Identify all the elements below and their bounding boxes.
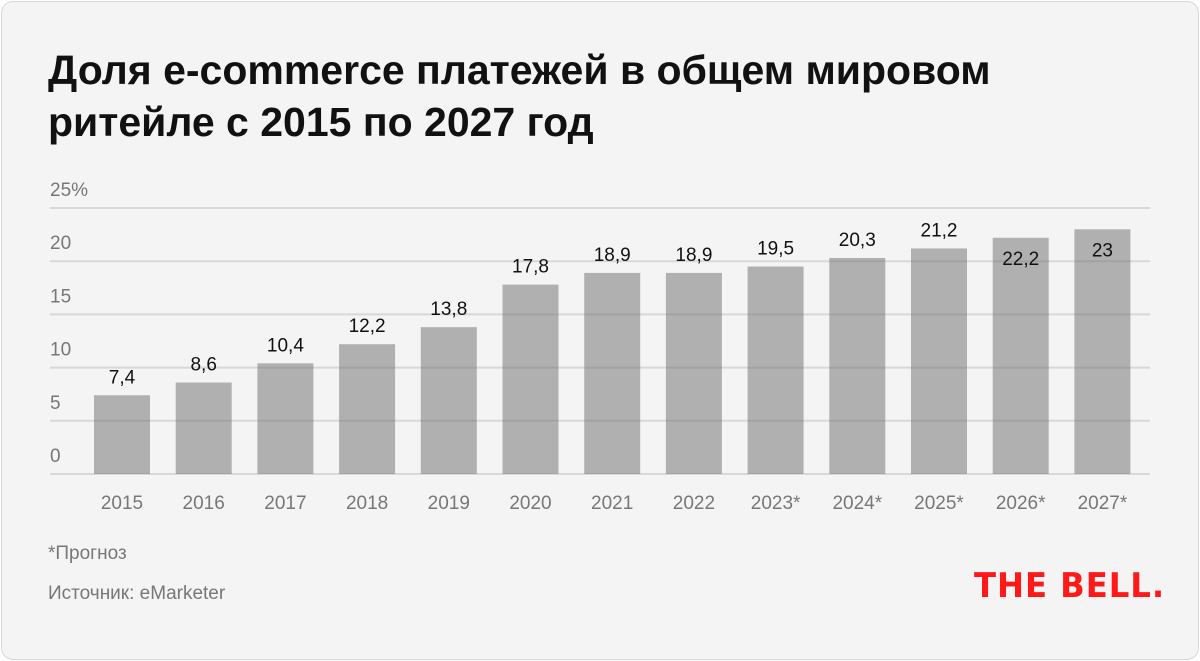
bar-2023*: [747, 266, 804, 474]
data-label: 20,3: [839, 230, 876, 251]
data-label: 18,9: [675, 245, 712, 266]
data-label: 13,8: [430, 299, 467, 320]
bar-2027*: [1074, 229, 1131, 474]
the-bell-logo: THE BELL.: [974, 566, 1166, 606]
x-tick-label: 2024*: [832, 493, 882, 514]
x-tick-label: 2018: [346, 493, 388, 514]
data-label: 22,2: [1002, 249, 1039, 270]
bar-2024*: [829, 258, 886, 474]
y-tick-label: 10: [50, 340, 71, 361]
data-label: 7,4: [109, 367, 136, 388]
data-label: 8,6: [190, 354, 216, 375]
bar-2015: [94, 395, 150, 474]
bar-2016: [175, 382, 232, 474]
data-label: 21,2: [921, 220, 958, 241]
data-label: 10,4: [267, 335, 304, 356]
bar-2019: [420, 327, 477, 474]
bar-2020: [502, 284, 559, 474]
bar-2026*: [992, 237, 1049, 474]
data-label: 18,9: [594, 245, 631, 266]
x-tick-label: 2021: [591, 493, 633, 514]
y-tick-label: 0: [50, 446, 61, 467]
chart-title: Доля e-commerce платежей в общем мировом…: [48, 47, 991, 145]
source-note: Источник: eMarketer: [48, 583, 226, 604]
y-tick-label: 15: [50, 286, 71, 307]
y-tick-label: 5: [50, 393, 61, 414]
y-tick-label: 25%: [50, 180, 88, 201]
data-label: 17,8: [512, 257, 549, 278]
bar-2025*: [911, 248, 967, 474]
data-label: 23: [1092, 240, 1113, 261]
x-tick-label: 2022: [673, 493, 715, 514]
bar-2017: [257, 363, 314, 474]
bar-2018: [339, 344, 396, 474]
x-tick-label: 2016: [183, 493, 225, 514]
bar-2021: [584, 272, 641, 474]
x-tick-label: 2025*: [914, 493, 964, 514]
x-tick-label: 2017: [264, 493, 306, 514]
x-tick-label: 2026*: [996, 493, 1046, 514]
x-tick-label: 2019: [428, 493, 470, 514]
data-label: 12,2: [349, 316, 386, 337]
x-tick-label: 2027*: [1078, 493, 1128, 514]
data-label: 19,5: [757, 239, 794, 260]
x-tick-label: 2020: [509, 493, 551, 514]
x-tick-label: 2023*: [751, 493, 801, 514]
x-tick-label: 2015: [101, 493, 143, 514]
footnote: *Прогноз: [48, 543, 127, 564]
y-tick-label: 20: [50, 233, 71, 254]
bar-2022: [665, 272, 722, 474]
